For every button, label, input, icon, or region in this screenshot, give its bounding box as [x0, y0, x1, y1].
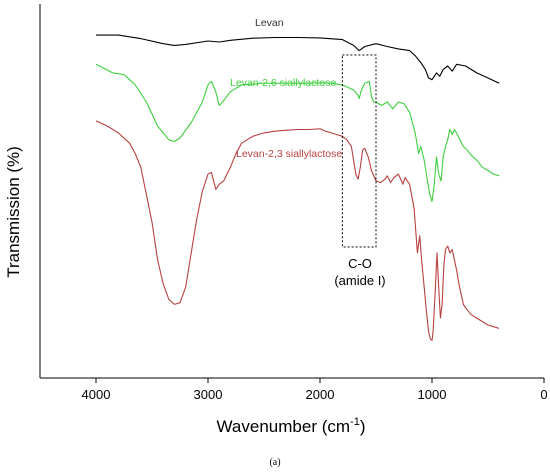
plot-axes: 4000 3000 2000 1000 0 [39, 4, 548, 402]
x-tick-label: 0 [540, 387, 547, 402]
series-line-levan [96, 34, 500, 84]
x-tick-label: 2000 [306, 387, 335, 402]
x-axis-title: Wavenumber (cm-1) [217, 416, 366, 436]
x-tick-label: 3000 [194, 387, 223, 402]
annotation-line1: C-O [348, 256, 372, 271]
x-tick-label: 1000 [418, 387, 447, 402]
series-label-levan-26: Levan-2,6 siallylactose [230, 77, 336, 89]
series-line-levan-23 [95, 120, 500, 341]
x-axis-title-close: ) [360, 417, 366, 436]
x-ticks: 4000 3000 2000 1000 0 [82, 378, 548, 402]
series-label-levan-23: Levan-2,3 siallylactose [236, 148, 342, 160]
annotation-line2: (amide I) [334, 273, 385, 288]
x-tick-label: 4000 [82, 387, 111, 402]
series-label-levan: Levan [255, 17, 284, 29]
amide-i-highlight-box [341, 54, 377, 248]
x-axis-title-sup: -1 [350, 416, 360, 428]
figure-caption: (a) [269, 457, 280, 468]
y-axis-title: Transmission (%) [4, 146, 23, 278]
